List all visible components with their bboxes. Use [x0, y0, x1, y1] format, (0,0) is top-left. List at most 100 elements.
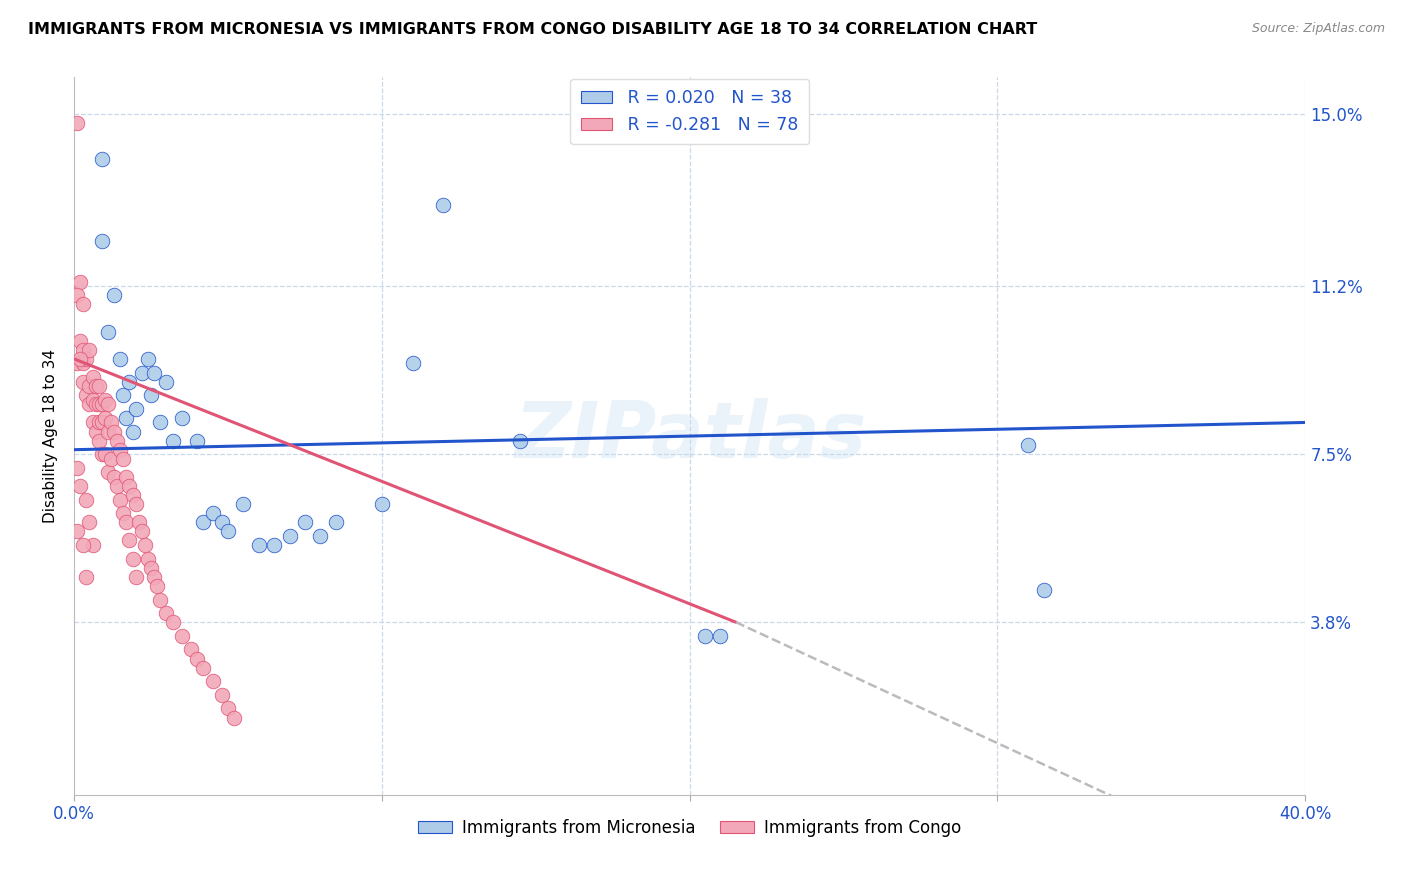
Point	[110, 442, 132, 457]
Point	[100, 451, 122, 466]
Point	[97, 425, 120, 439]
Point	[143, 570, 166, 584]
Point	[84, 379, 107, 393]
Point	[309, 529, 332, 543]
Point	[115, 516, 138, 530]
Point	[87, 379, 110, 393]
Point	[94, 447, 117, 461]
Point	[90, 416, 112, 430]
Point	[432, 197, 454, 211]
Point	[118, 479, 141, 493]
Point	[97, 397, 120, 411]
Point	[247, 538, 270, 552]
Point	[79, 516, 101, 530]
Point	[128, 516, 150, 530]
Point	[79, 343, 101, 357]
Point	[90, 447, 112, 461]
Point	[1032, 583, 1054, 598]
Point	[94, 411, 117, 425]
Point	[232, 497, 254, 511]
Point	[217, 524, 239, 539]
Point	[294, 516, 316, 530]
Point	[66, 288, 89, 302]
Point	[82, 416, 104, 430]
Text: IMMIGRANTS FROM MICRONESIA VS IMMIGRANTS FROM CONGO DISABILITY AGE 18 TO 34 CORR: IMMIGRANTS FROM MICRONESIA VS IMMIGRANTS…	[28, 22, 1038, 37]
Point	[121, 551, 143, 566]
Point	[201, 674, 224, 689]
Point	[82, 370, 104, 384]
Point	[87, 434, 110, 448]
Point	[131, 366, 153, 380]
Point	[82, 538, 104, 552]
Point	[211, 516, 233, 530]
Point	[84, 425, 107, 439]
Point	[112, 451, 135, 466]
Point	[170, 411, 193, 425]
Point	[124, 401, 146, 416]
Point	[75, 570, 97, 584]
Point	[72, 297, 94, 311]
Point	[90, 152, 112, 166]
Point	[211, 688, 233, 702]
Point	[90, 397, 112, 411]
Point	[97, 325, 120, 339]
Point	[193, 660, 215, 674]
Point	[75, 388, 97, 402]
Point	[66, 356, 89, 370]
Point	[217, 701, 239, 715]
Point	[69, 479, 91, 493]
Point	[69, 334, 91, 348]
Point	[72, 538, 94, 552]
Point	[69, 351, 91, 366]
Point	[72, 343, 94, 357]
Point	[90, 234, 112, 248]
Point	[136, 351, 159, 366]
Point	[103, 288, 125, 302]
Text: Source: ZipAtlas.com: Source: ZipAtlas.com	[1251, 22, 1385, 36]
Point	[162, 434, 184, 448]
Point	[136, 551, 159, 566]
Point	[66, 524, 89, 539]
Point	[186, 434, 208, 448]
Point	[103, 470, 125, 484]
Point	[371, 497, 394, 511]
Point	[110, 492, 132, 507]
Point	[72, 356, 94, 370]
Point	[94, 392, 117, 407]
Point	[224, 710, 246, 724]
Point	[84, 397, 107, 411]
Point	[103, 425, 125, 439]
Point	[118, 533, 141, 548]
Point	[121, 488, 143, 502]
Point	[709, 629, 731, 643]
Point	[1017, 438, 1039, 452]
Point	[402, 356, 425, 370]
Point	[112, 506, 135, 520]
Point	[79, 379, 101, 393]
Point	[155, 606, 177, 620]
Point	[69, 275, 91, 289]
Point	[118, 375, 141, 389]
Point	[105, 434, 128, 448]
Point	[170, 629, 193, 643]
Point	[121, 425, 143, 439]
Point	[693, 629, 716, 643]
Point	[278, 529, 301, 543]
Point	[509, 434, 531, 448]
Point	[66, 460, 89, 475]
Point	[87, 397, 110, 411]
Point	[143, 366, 166, 380]
Point	[66, 116, 89, 130]
Point	[180, 642, 202, 657]
Point	[139, 560, 162, 574]
Text: ZIPatlas: ZIPatlas	[513, 398, 866, 474]
Point	[124, 570, 146, 584]
Point	[162, 615, 184, 630]
Point	[112, 388, 135, 402]
Point	[155, 375, 177, 389]
Point	[134, 538, 156, 552]
Point	[82, 392, 104, 407]
Point	[115, 470, 138, 484]
Point	[124, 497, 146, 511]
Point	[100, 416, 122, 430]
